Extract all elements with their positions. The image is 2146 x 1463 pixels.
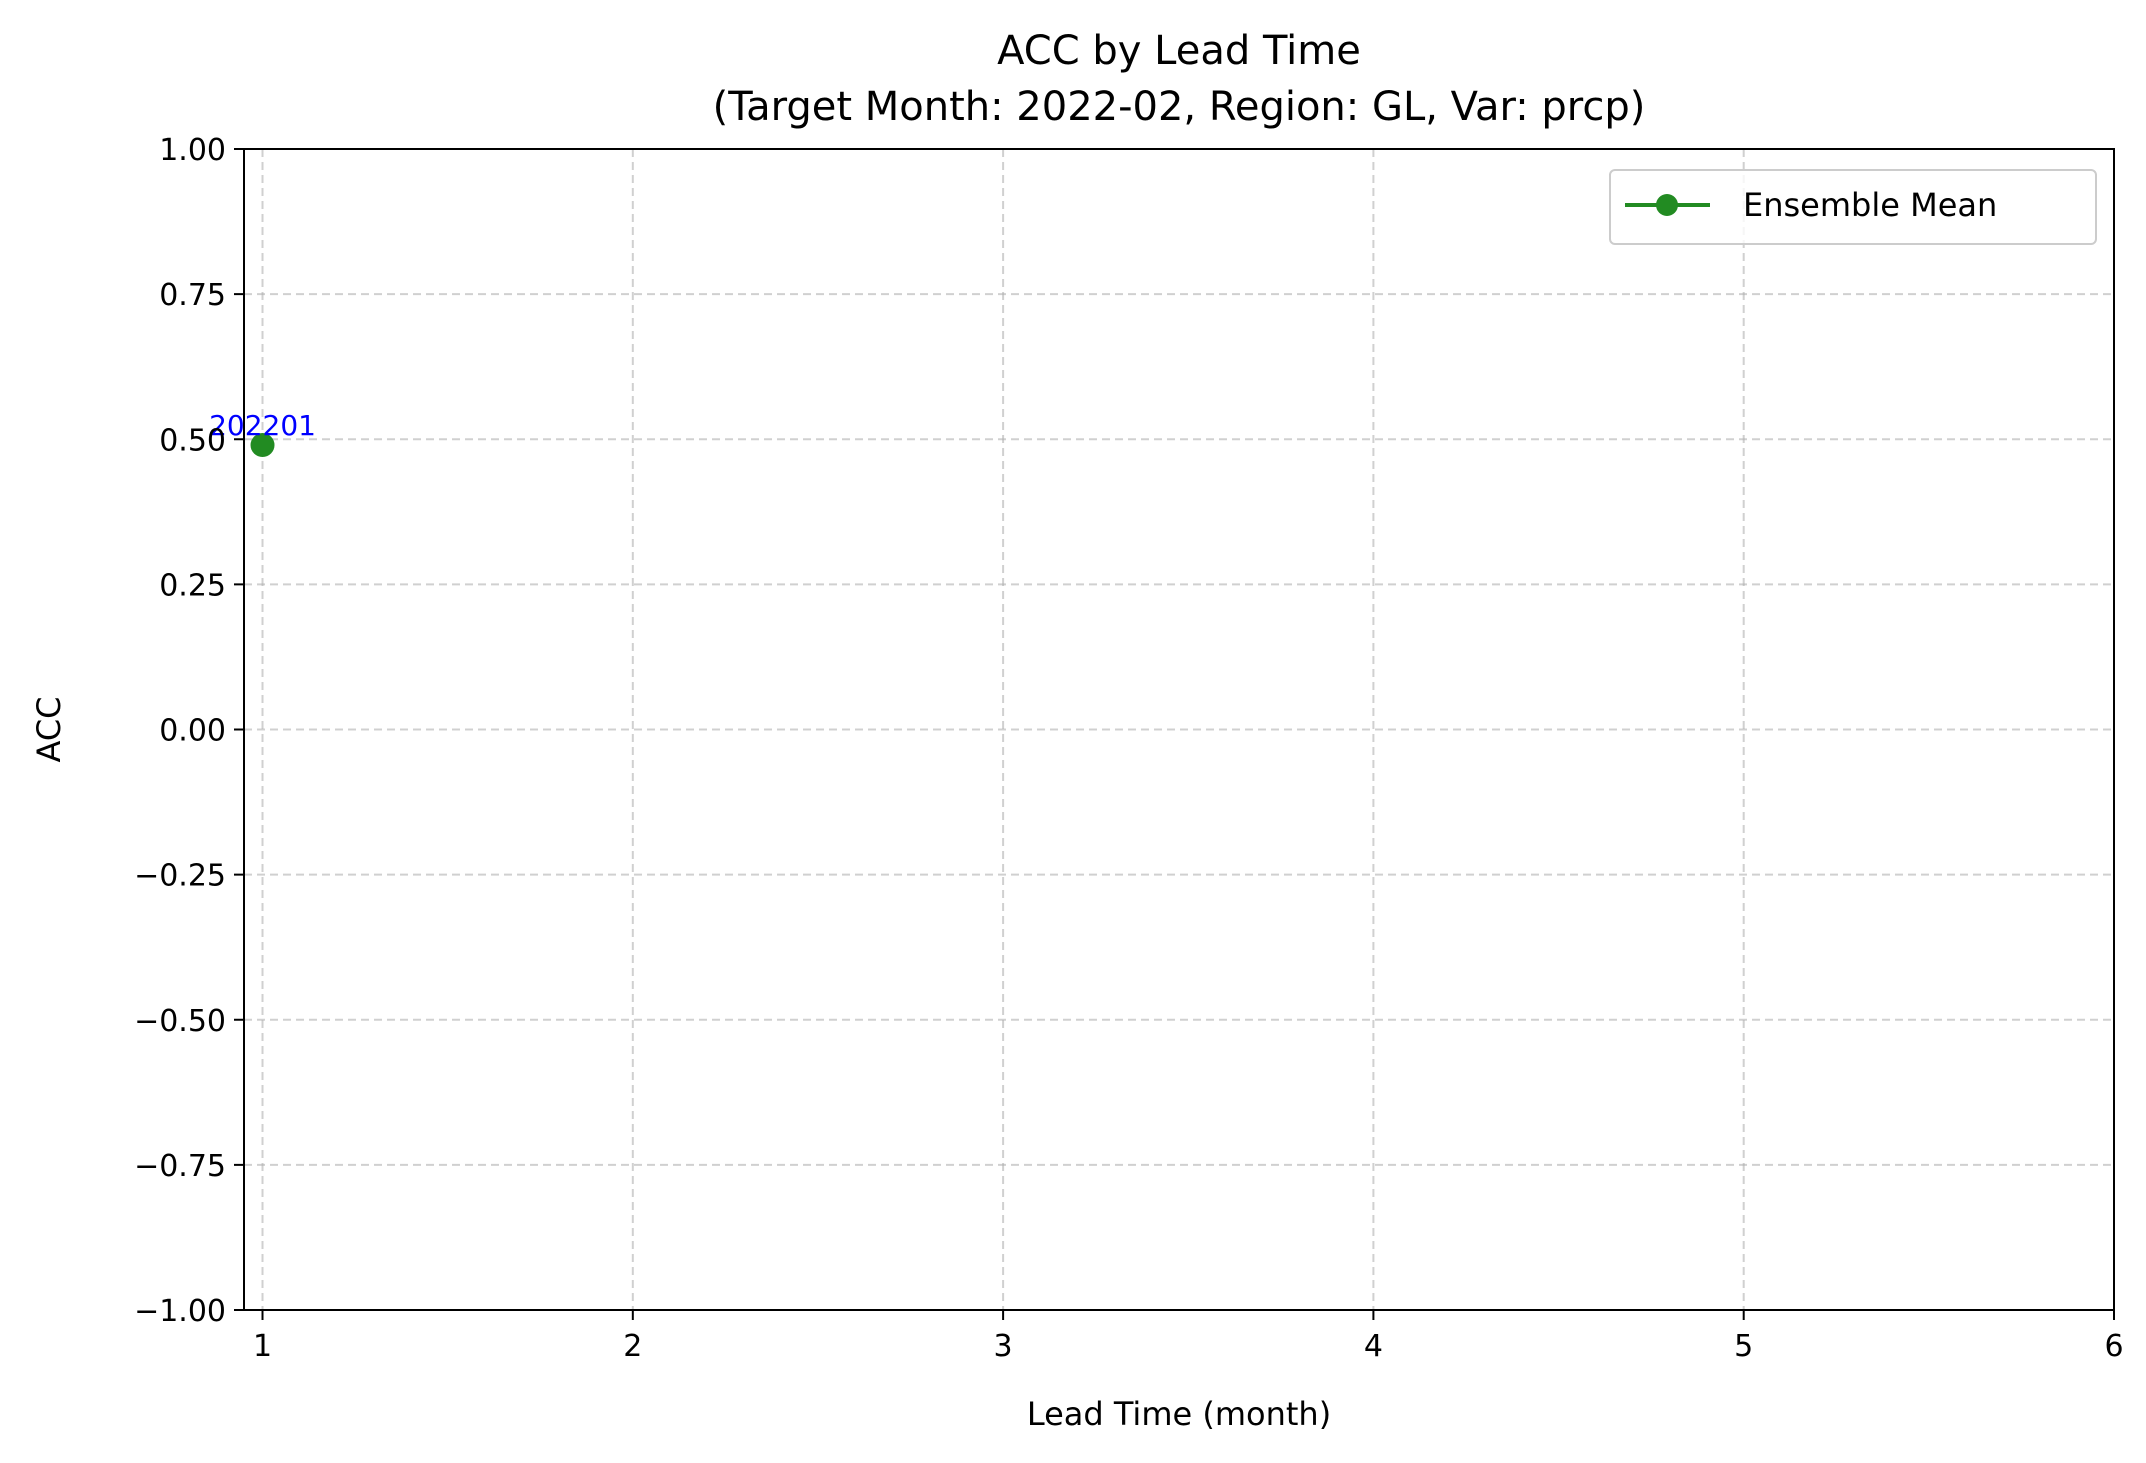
x-tick-label: 4	[1364, 1329, 1383, 1364]
legend-swatch-marker	[1656, 194, 1678, 216]
y-tick-label: 0.50	[159, 423, 226, 458]
y-tick-label: 0.25	[159, 568, 226, 603]
x-axis-label: Lead Time (month)	[1027, 1395, 1331, 1433]
data-point	[250, 433, 275, 458]
legend-entry-ensemble-mean: Ensemble Mean	[1743, 186, 1997, 224]
legend-box	[1609, 169, 2097, 245]
chart-title: ACC by Lead Time	[997, 28, 1361, 74]
y-tick-label: −1.00	[134, 1294, 226, 1329]
annotation-layer: 202201	[209, 409, 316, 442]
y-tick-label: −0.75	[134, 1149, 226, 1184]
y-tick-label: 0.75	[159, 278, 226, 313]
axis-ticks: 1 2 3 4 5 6 1.00 0.75 0.50 0.25 0.00 −0.25 −0.50 −0.7…	[134, 133, 2123, 1364]
y-axis-label: ACC	[30, 696, 68, 762]
point-annotation: 202201	[209, 409, 316, 442]
series-layer	[250, 433, 275, 458]
y-tick-label: 1.00	[159, 133, 226, 168]
y-tick-label: −0.25	[134, 859, 226, 894]
chart-subtitle: (Target Month: 2022-02, Region: GL, Var:…	[713, 84, 1646, 130]
x-tick-label: 6	[2104, 1329, 2123, 1364]
y-tick-label: 0.00	[159, 714, 226, 749]
x-tick-label: 2	[623, 1329, 642, 1364]
x-tick-label: 3	[994, 1329, 1013, 1364]
x-tick-label: 1	[253, 1329, 272, 1364]
legend: Ensemble Mean	[1609, 169, 2097, 245]
x-tick-label: 5	[1734, 1329, 1753, 1364]
y-tick-label: −0.50	[134, 1004, 226, 1039]
